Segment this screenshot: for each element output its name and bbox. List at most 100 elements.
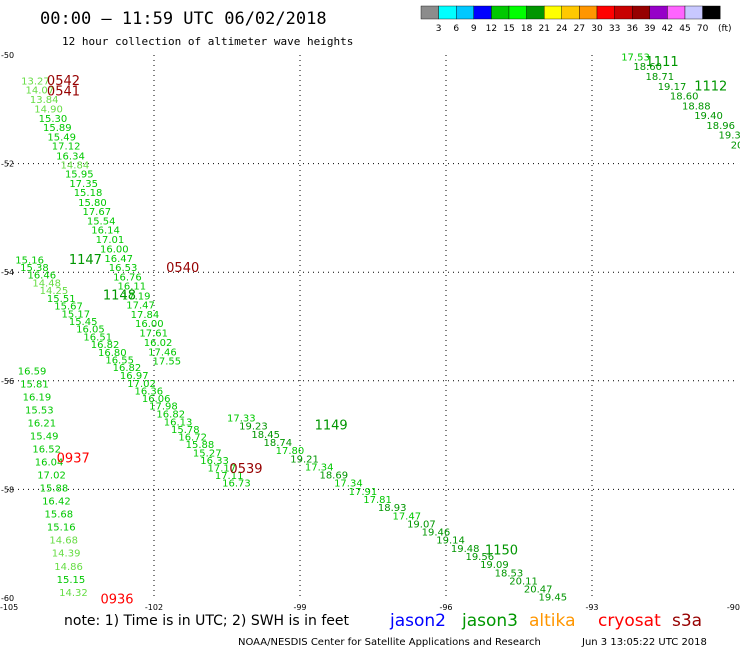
lon-tick-label: -105 [0,603,18,612]
swh-value: 14.90 [34,105,63,116]
swh-value: 19.21 [290,454,319,465]
colorbar-tick-label: 39 [644,24,656,34]
colorbar-tick-label: 42 [662,24,673,34]
colorbar-swatch [632,5,651,20]
pass-time-label: 1112 [694,79,727,94]
lat-tick-label: -50 [1,51,14,60]
swh-value: 16.76 [113,272,142,283]
lat-tick-label: -54 [1,268,14,277]
colorbar-swatch [544,5,563,20]
axis-tick-labels: -50 -52 -54 -56 -58 -60-105 -102 -99 -96 -93 -90 [0,51,740,612]
swh-value: 18.53 [495,568,524,579]
colorbar-tick-label: 45 [679,24,690,34]
colorbar-swatch [526,5,545,20]
swh-value: 16.59 [18,366,47,377]
satellite-name-altika: altika [529,611,576,631]
swh-value: 17.34 [305,462,334,473]
swh-value: 19.45 [538,593,567,604]
swh-value: 15.49 [47,132,76,143]
swh-value: 19.09 [480,560,509,571]
lat-tick-label: -52 [1,160,14,169]
swh-value: 13.27 [21,76,50,87]
swh-value: 16.72 [178,433,207,444]
swh-value: 15.16 [47,523,76,534]
swh-value: 16.04 [35,458,64,469]
chart-title: 00:00 – 11:59 UTC 06/02/2018 [40,9,327,29]
swh-value: 15.78 [171,425,200,436]
pass-time-label: 0937 [57,451,90,466]
swh-value: 14.68 [49,536,78,547]
swh-value: 15.67 [54,302,83,313]
swh-value: 16.05 [76,324,105,335]
lon-tick-label: -90 [727,603,740,612]
colorbar-tick-label: 3 [436,24,442,34]
swh-value: 16.53 [109,263,138,274]
swh-value: 14.86 [54,562,83,573]
swh-value: 16.82 [91,340,120,351]
swh-value: 15.54 [87,216,116,227]
swh-value: 17.84 [131,310,160,321]
swh-value: 17.01 [96,235,125,246]
swh-value: 14.25 [40,286,69,297]
colorbar-swatch [491,5,510,20]
colorbar-swatch [438,5,457,20]
swh-value: 16.51 [83,333,112,344]
colorbar-swatch [508,5,527,20]
swh-value: 16.00 [135,319,164,330]
colorbar-swatch [667,5,686,20]
swh-value: 15.27 [193,448,222,459]
lat-tick-label: -58 [1,485,14,494]
track-jason3: 17.3319.2318.4518.7417.8019.2117.3418.69… [227,414,567,604]
swh-value: 15.38 [20,263,49,274]
swh-value: 16.33 [200,456,229,467]
pass-time-label: 1150 [485,544,518,559]
colorbar-tick-label: 33 [609,24,620,34]
swh-value: 17.35 [69,179,98,190]
swh-value: 19.23 [239,422,268,433]
footer-credit: NOAA/NESDIS Center for Satellite Applica… [238,637,541,648]
swh-value: 17.02 [127,379,156,390]
colorbar-swatch [561,5,580,20]
track-jason3: 15.1615.3816.4614.4814.2515.5115.6715.17… [15,256,250,490]
swh-value: 15.17 [62,309,91,320]
swh-value: 17.55 [153,357,182,368]
swh-value: 17.67 [82,207,111,218]
colorbar-swatch [684,5,703,20]
swh-value: 15.80 [78,198,107,209]
swh-value: 20.18 [731,140,740,151]
swh-value: 15.18 [74,188,103,199]
swh-value: 16.00 [100,245,129,256]
colorbar-tick-label: 15 [503,24,514,34]
swh-value: 18.88 [682,101,711,112]
colorbar-unit: (ft) [718,24,732,34]
footer: note: 1) Time is in UTC; 2) SWH is in fe… [64,611,707,648]
footer-timestamp: Jun 3 13:05:22 UTC 2018 [581,637,707,648]
swh-value: 15.88 [186,440,215,451]
header: 00:00 – 11:59 UTC 06/02/2018 12 hour col… [40,9,353,48]
lat-tick-label: -60 [1,594,14,603]
colorbar-tick-label: 6 [453,24,459,34]
swh-value: 16.19 [23,392,52,403]
colorbar-legend: 3 6 9 12 15 18 21 24 27 30 33 36 39 42 45 70 (ft) [420,5,732,34]
colorbar-tick-label: 36 [626,24,638,34]
colorbar-swatch [456,5,475,20]
swh-value: 19.07 [407,519,436,530]
colorbar-swatch [649,5,668,20]
satellite-name-s3a: s3a [672,611,702,631]
swh-value: 14.32 [59,588,88,599]
swh-value: 16.34 [56,151,85,162]
swh-value: 15.88 [40,484,69,495]
swh-value: 18.74 [264,438,293,449]
colorbar-tick-label: 12 [486,24,497,34]
swh-value: 18.96 [706,121,735,132]
colorbar-swatch [473,5,492,20]
colorbar-swatch [579,5,598,20]
swh-value: 16.06 [142,394,171,405]
swh-value: 16.73 [222,479,251,490]
swh-value: 17.33 [227,414,256,425]
satellite-name-jason3: jason3 [461,611,518,631]
colorbar-tick-label: 30 [591,24,603,34]
swh-value: 15.45 [69,317,98,328]
swh-value: 18.69 [319,471,348,482]
